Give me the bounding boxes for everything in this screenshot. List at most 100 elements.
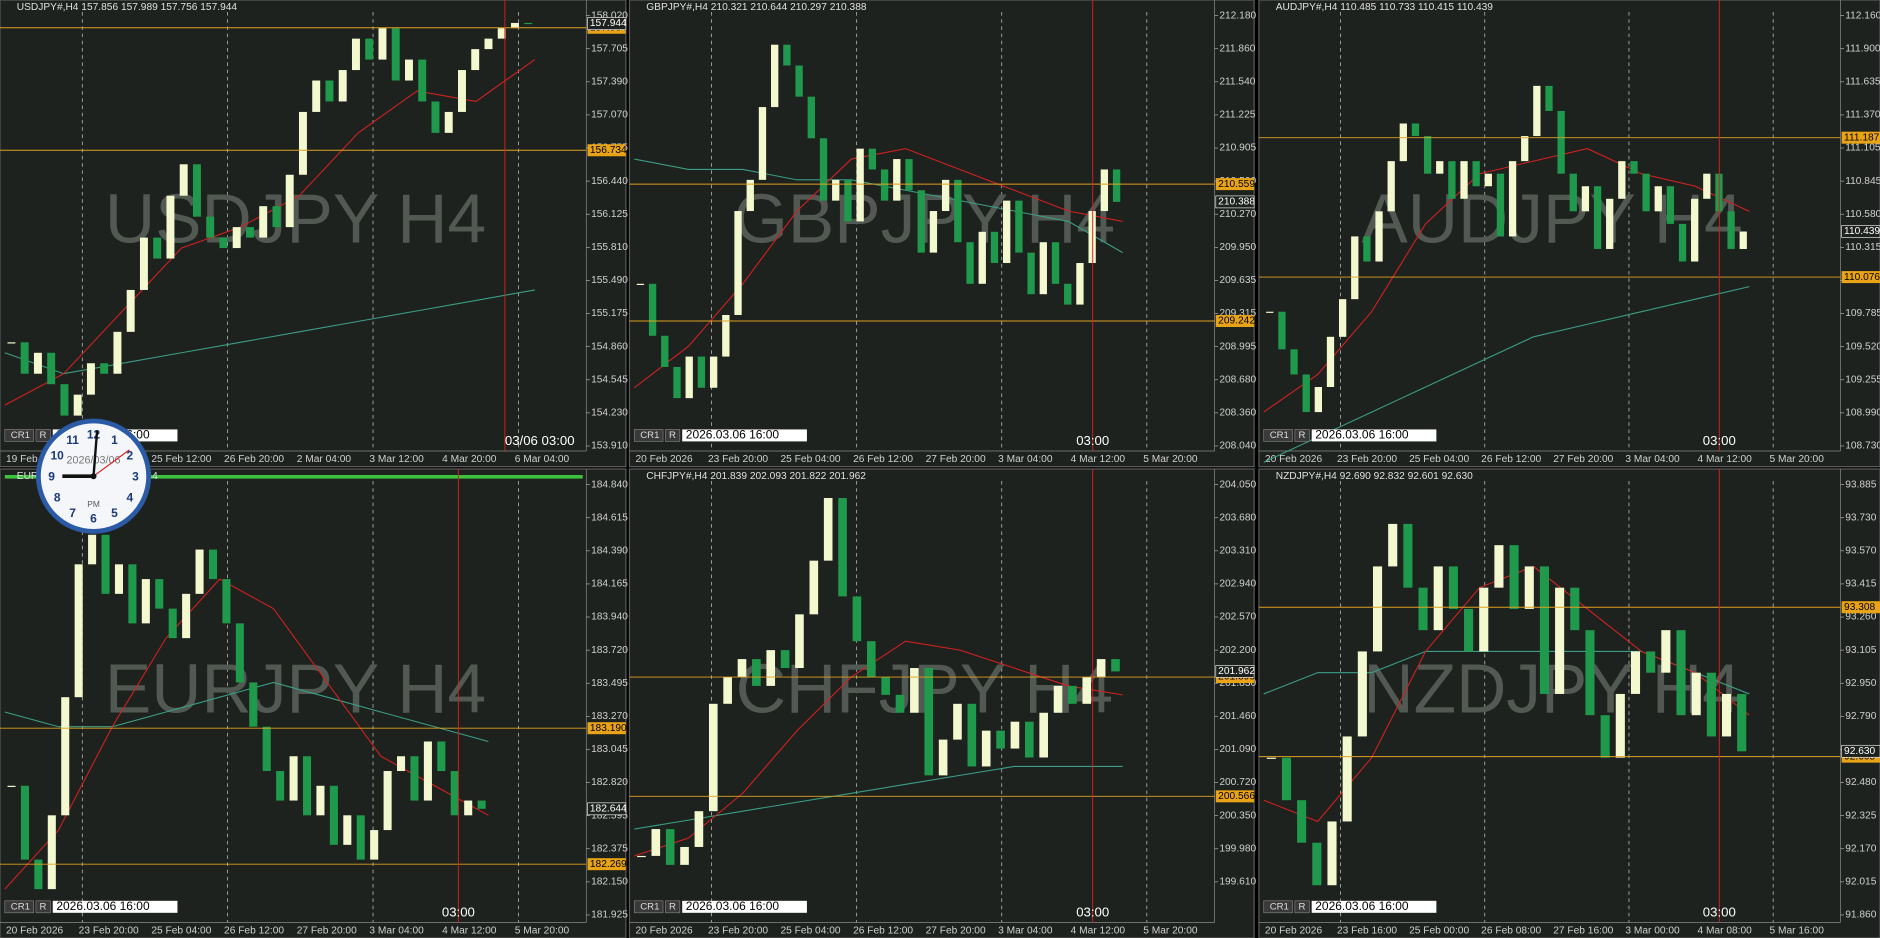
price-label: 183.495	[591, 678, 628, 689]
candle	[1727, 211, 1735, 249]
time-label: 25 Feb 00:00	[1409, 925, 1469, 936]
candle	[141, 579, 150, 624]
time-label: 20 Feb 2026	[1265, 454, 1323, 465]
candle	[338, 70, 347, 102]
candle	[852, 596, 862, 642]
button-label: R	[669, 901, 676, 912]
price-label: 200.350	[1219, 810, 1256, 821]
candle	[33, 352, 42, 374]
button-label: R	[40, 430, 47, 441]
candle	[723, 676, 732, 704]
candle	[113, 331, 122, 374]
time-label: 3 Mar 00:00	[1625, 925, 1680, 936]
button	[35, 900, 51, 914]
candle	[471, 49, 480, 71]
time-label: 23 Feb 20:00	[1337, 454, 1397, 465]
marker-label: 03:00	[442, 904, 475, 919]
time-label: 5 Mar 20:00	[1143, 454, 1198, 465]
candle	[880, 169, 889, 201]
candle	[967, 703, 977, 767]
candle	[1342, 736, 1352, 822]
candle	[1088, 211, 1096, 264]
price-label: 91.860	[1845, 910, 1876, 921]
candle	[694, 811, 704, 847]
candle	[838, 498, 847, 597]
candle	[1460, 161, 1468, 199]
candle	[404, 59, 413, 81]
candle	[73, 394, 82, 416]
candle	[709, 356, 718, 388]
candle	[1015, 200, 1023, 253]
price-label: 210.270	[1219, 209, 1256, 220]
candle	[1533, 85, 1541, 137]
candle	[844, 179, 852, 222]
time-label: 20 Feb 2026	[635, 925, 693, 936]
clock-numeral: 6	[90, 512, 97, 526]
candle	[285, 174, 294, 228]
candle	[179, 164, 188, 196]
date-label: 2026.03.06 16:00	[686, 899, 780, 913]
candle	[1403, 523, 1413, 588]
time-label: 26 Feb 12:00	[853, 925, 913, 936]
candle	[1111, 659, 1120, 672]
current-price: 182.644	[590, 804, 627, 815]
price-label: 182.595	[591, 810, 628, 821]
candle	[1278, 311, 1286, 350]
time-label: 26 Feb 12:00	[224, 925, 284, 936]
candle	[497, 28, 506, 39]
candle	[444, 111, 453, 133]
clock-numeral: 1	[111, 433, 118, 447]
candle	[1338, 299, 1347, 337]
price-label: 92.790	[1845, 711, 1876, 722]
candle	[1302, 374, 1310, 413]
candle	[1411, 123, 1420, 137]
candle	[410, 756, 419, 801]
price-label: 111.370	[1845, 110, 1880, 121]
price-label: 183.720	[591, 645, 628, 656]
candle	[766, 650, 776, 686]
candle	[1737, 693, 1747, 752]
price-label: 200.720	[1219, 777, 1256, 788]
candle	[182, 593, 191, 639]
candle	[637, 855, 646, 858]
level-tag	[1215, 315, 1255, 328]
level-tag	[1841, 131, 1880, 144]
clock-numeral: 8	[54, 491, 61, 505]
candle	[351, 38, 360, 71]
level-tag	[1215, 790, 1255, 803]
candle	[1423, 136, 1432, 174]
candle	[1266, 311, 1274, 313]
candle	[262, 726, 271, 772]
time-label: 3 Mar 04:00	[1625, 454, 1680, 465]
button	[1294, 900, 1310, 914]
candle	[7, 785, 16, 787]
price-label: 199.610	[1219, 877, 1256, 888]
price-label: 211.860	[1219, 43, 1255, 54]
candle	[1297, 800, 1307, 843]
candle	[1312, 842, 1322, 886]
candle	[1593, 186, 1602, 249]
price-label: 109.520	[1845, 341, 1880, 352]
candle	[365, 38, 374, 60]
time-label: 5 Mar 20:00	[1770, 454, 1825, 465]
candle	[1418, 587, 1428, 631]
price-label: 183.045	[591, 744, 628, 755]
price-label: 204.050	[1219, 479, 1256, 490]
price-label: 201.090	[1219, 744, 1256, 755]
price-label: 154.230	[591, 408, 628, 419]
candle	[1484, 173, 1492, 187]
candle	[673, 366, 681, 399]
candle	[206, 216, 215, 238]
price-label: 109.785	[1845, 308, 1880, 319]
candle	[1496, 173, 1505, 237]
button-label: CR1	[11, 901, 30, 912]
candle	[1570, 587, 1580, 631]
time-label: 26 Feb 08:00	[1481, 925, 1541, 936]
candle	[1600, 715, 1610, 758]
button	[633, 429, 664, 442]
price-label: 155.810	[591, 242, 628, 253]
candle	[680, 846, 689, 865]
candle	[155, 579, 164, 609]
symbol-header: NZDJPY#,H4 92.690 92.832 92.601 92.630	[1276, 471, 1473, 482]
price-label: 184.165	[591, 579, 628, 590]
